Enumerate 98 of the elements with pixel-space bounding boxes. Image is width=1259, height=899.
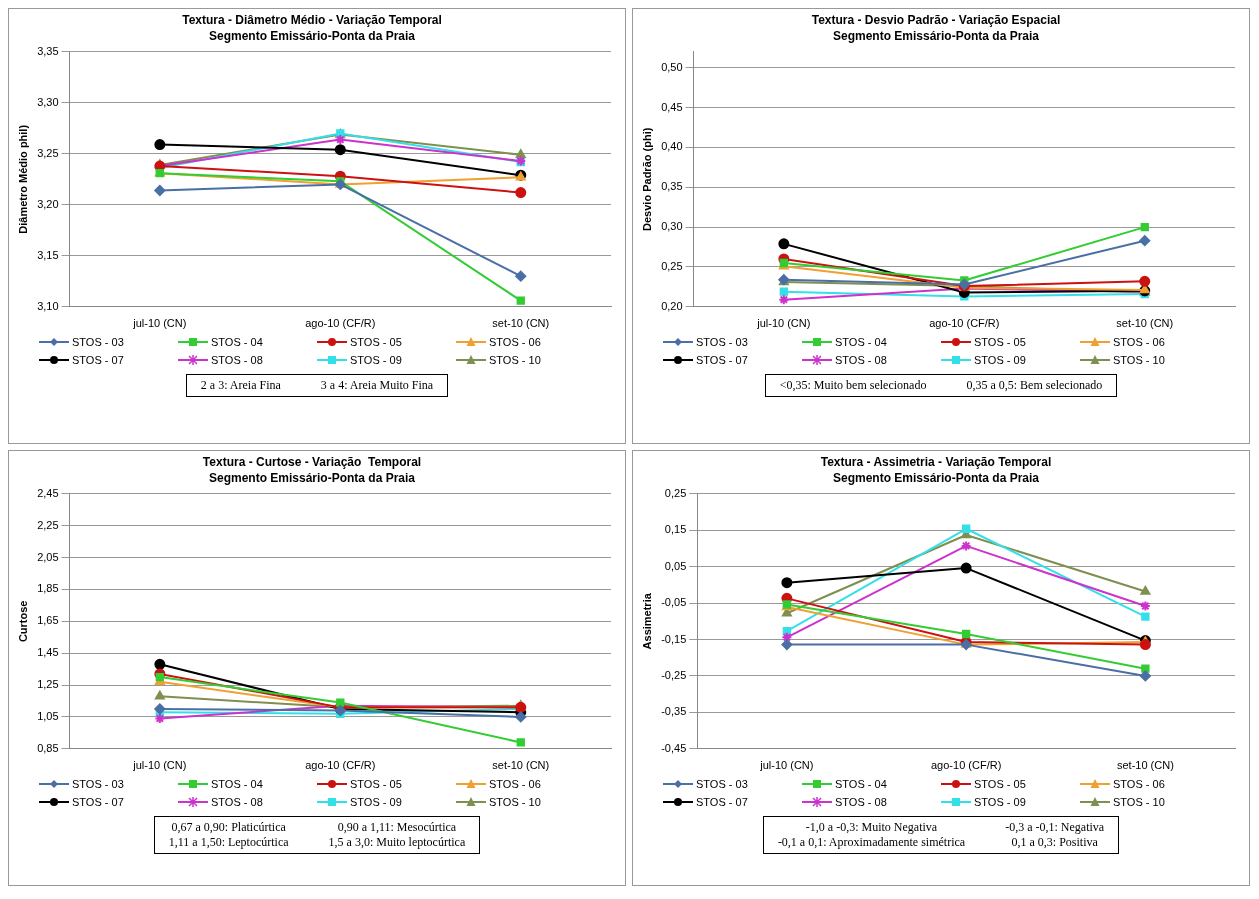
y-tick-label: 0,05 — [664, 559, 687, 572]
legend-label: STOS - 10 — [1113, 354, 1165, 366]
y-tick-label: -0,25 — [661, 668, 687, 681]
legend-label: STOS - 07 — [696, 354, 748, 366]
legend-label: STOS - 09 — [350, 796, 402, 808]
legend-label: STOS - 03 — [696, 336, 748, 348]
legend-label: STOS - 06 — [489, 336, 541, 348]
y-tick-label: 0,25 — [661, 259, 683, 272]
x-tick-label: set-10 (CN) — [492, 317, 550, 330]
legend-label: STOS - 05 — [350, 336, 402, 348]
y-axis-title: Curtose — [16, 600, 29, 643]
y-tick-label: 2,45 — [37, 486, 59, 499]
y-tick-label: 3,25 — [37, 146, 59, 159]
x-tick-label: ago-10 (CF/R) — [930, 759, 1002, 772]
y-tick-label: 0,15 — [664, 523, 687, 536]
y-tick-label: 3,35 — [37, 44, 59, 57]
legend-label: STOS - 08 — [835, 796, 887, 808]
y-tick-label: 0,45 — [661, 100, 683, 113]
text: 1,5 a 3,0: Muito leptocúrtica — [328, 835, 466, 850]
x-tick-label: ago-10 (CF/R) — [929, 317, 1000, 330]
legend-label: STOS - 06 — [489, 778, 541, 790]
y-tick-label: 2,25 — [37, 518, 59, 531]
y-tick-label: 1,45 — [37, 646, 59, 659]
text: 0,1 a 0,3: Positiva — [1010, 835, 1099, 850]
chart-title: Textura - Curtose - Variação Temporal — [202, 454, 422, 469]
x-tick-label: jul-10 (CN) — [132, 759, 187, 772]
legend-label: STOS - 04 — [835, 336, 887, 348]
text: 0,90 a 1,11: Mesocúrtica — [336, 820, 458, 835]
legend-label: STOS - 04 — [211, 336, 263, 348]
y-tick-label: 3,10 — [37, 299, 59, 312]
y-tick-label: 1,85 — [37, 582, 59, 595]
chart-subtitle: Segmento Emissário-Ponta da Praia — [832, 470, 1040, 485]
text: 3 a 4: Areia Muito Fina — [320, 378, 434, 393]
text: 0,35 a 0,5: Bem selecionado — [966, 378, 1103, 393]
legend-label: STOS - 09 — [974, 354, 1026, 366]
legend-label: STOS - 05 — [350, 778, 402, 790]
text: <0,35: Muito bem selecionado — [779, 378, 927, 393]
text: -1,0 a -0,3: Muito Negativa — [804, 820, 939, 835]
text: 0,67 a 0,90: Platicúrtica — [170, 820, 287, 835]
legend-label: STOS - 08 — [211, 796, 263, 808]
x-tick-label: ago-10 (CF/R) — [305, 759, 376, 772]
legend-label: STOS - 04 — [211, 778, 263, 790]
y-axis-title: Diâmetro Médio phil) — [16, 124, 29, 234]
x-tick-label: set-10 (CN) — [1116, 317, 1174, 330]
text: -0,3 a -0,1: Negativa — [1005, 820, 1105, 835]
y-tick-label: 0,30 — [661, 220, 683, 233]
chart-title: Textura - Assimetria - Variação Temporal — [820, 454, 1052, 469]
legend-label: STOS - 03 — [696, 778, 748, 790]
text: -0,1 a 0,1: Aproximadamente simétrica — [777, 835, 966, 850]
legend-label: STOS - 08 — [835, 354, 887, 366]
y-axis-title: Assimetria — [640, 592, 653, 650]
y-tick-label: 0,40 — [661, 140, 683, 153]
legend-label: STOS - 09 — [974, 796, 1026, 808]
legend-label: STOS - 03 — [72, 336, 124, 348]
y-axis-title: Desvio Padrão (phi) — [640, 127, 653, 231]
y-tick-label: 1,05 — [37, 709, 59, 722]
y-tick-label: -0,15 — [661, 632, 687, 645]
chart-subtitle: Segmento Emissário-Ponta da Praia — [208, 28, 416, 43]
legend-label: STOS - 04 — [835, 778, 887, 790]
legend-label: STOS - 03 — [72, 778, 124, 790]
chart-title: Textura - Desvio Padrão - Variação Espacial — [811, 12, 1061, 27]
y-tick-label: 0,35 — [661, 180, 683, 193]
legend-label: STOS - 09 — [350, 354, 402, 366]
y-tick-label: 3,20 — [37, 197, 59, 210]
x-tick-label: set-10 (CN) — [492, 759, 550, 772]
chart-subtitle: Segmento Emissário-Ponta da Praia — [832, 28, 1040, 43]
legend-label: STOS - 08 — [211, 354, 263, 366]
y-tick-label: 3,30 — [37, 95, 59, 108]
y-tick-label: 1,65 — [37, 614, 59, 627]
legend-label: STOS - 06 — [1113, 778, 1165, 790]
legend-label: STOS - 07 — [72, 796, 124, 808]
y-tick-label: 0,20 — [661, 299, 683, 312]
y-tick-label: 2,05 — [37, 550, 59, 563]
text: 1,11 a 1,50: Leptocúrtica — [168, 835, 289, 850]
x-tick-label: jul-10 (CN) — [756, 317, 811, 330]
chart-title: Textura - Diâmetro Médio - Variação Temporal — [182, 12, 442, 27]
y-tick-label: -0,35 — [661, 705, 687, 718]
legend-label: STOS - 07 — [72, 354, 124, 366]
y-tick-label: -0,05 — [661, 596, 687, 609]
x-tick-label: jul-10 (CN) — [759, 759, 814, 772]
y-tick-label: 0,85 — [37, 741, 59, 754]
legend-label: STOS - 06 — [1113, 336, 1165, 348]
y-tick-label: 0,50 — [661, 60, 683, 73]
x-tick-label: jul-10 (CN) — [132, 317, 187, 330]
text: 2 a 3: Areia Fina — [200, 378, 281, 393]
legend-label: STOS - 05 — [974, 778, 1026, 790]
legend-label: STOS - 10 — [489, 354, 541, 366]
legend-label: STOS - 05 — [974, 336, 1026, 348]
chart-subtitle: Segmento Emissário-Ponta da Praia — [208, 470, 416, 485]
x-tick-label: ago-10 (CF/R) — [305, 317, 376, 330]
y-tick-label: -0,45 — [661, 741, 687, 754]
legend-label: STOS - 07 — [696, 796, 748, 808]
legend-label: STOS - 10 — [1113, 796, 1165, 808]
y-tick-label: 1,25 — [37, 678, 59, 691]
x-tick-label: set-10 (CN) — [1116, 759, 1174, 772]
y-tick-label: 3,15 — [37, 248, 59, 261]
y-tick-label: 0,25 — [664, 486, 687, 499]
legend-label: STOS - 10 — [489, 796, 541, 808]
